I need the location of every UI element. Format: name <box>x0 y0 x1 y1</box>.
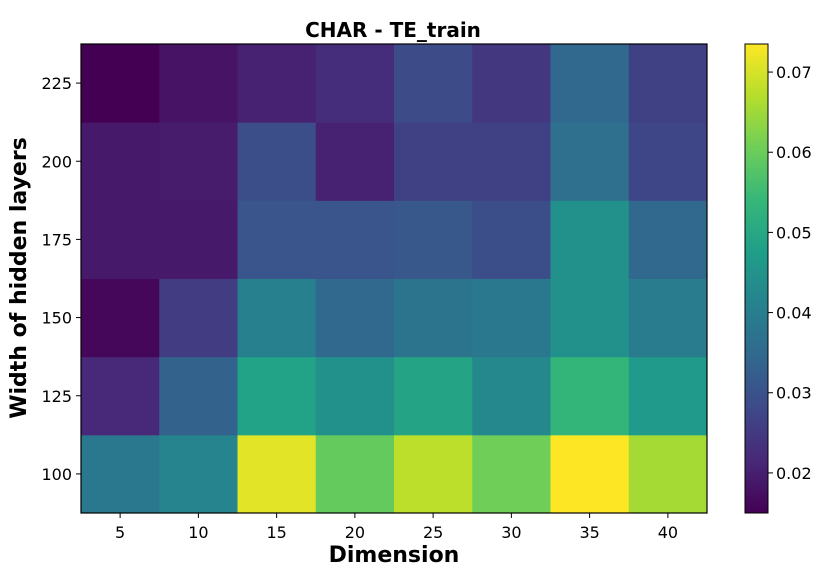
heatmap-cell <box>159 356 238 436</box>
heatmap-cell <box>237 44 317 123</box>
heatmap-cell <box>628 200 708 279</box>
heatmap-cell <box>81 434 160 514</box>
heatmap-cells <box>81 44 708 514</box>
y-tick-label: 150 <box>41 309 72 328</box>
heatmap-cell <box>472 200 551 279</box>
colorbar-tick-label: 0.06 <box>776 143 812 162</box>
x-tick-label: 25 <box>423 523 443 542</box>
heatmap-cell <box>81 44 160 123</box>
heatmap-cell <box>472 44 551 123</box>
y-tick-label: 200 <box>41 152 72 171</box>
x-tick-label: 10 <box>188 523 208 542</box>
x-tick-label: 20 <box>345 523 365 542</box>
colorbar-tick-label: 0.02 <box>776 464 812 483</box>
heatmap-cell <box>81 356 160 436</box>
heatmap-cell <box>237 278 317 358</box>
heatmap-cell <box>315 434 395 514</box>
heatmap-cell <box>628 434 708 514</box>
colorbar-tick-label: 0.04 <box>776 304 812 323</box>
x-tick-label: 15 <box>266 523 286 542</box>
heatmap-cell <box>315 122 395 201</box>
heatmap-cell <box>159 434 238 514</box>
x-tick-label: 5 <box>115 523 125 542</box>
heatmap-cell <box>394 356 473 436</box>
heatmap-cell <box>472 356 551 436</box>
heatmap-cell <box>472 122 551 201</box>
heatmap-cell <box>315 278 395 358</box>
heatmap-cell <box>628 122 708 201</box>
heatmap-cell <box>628 44 708 123</box>
y-tick-label: 125 <box>41 387 72 406</box>
y-axis-label: Width of hidden layers <box>7 137 32 419</box>
y-axis-ticks: 100 125 150 175 200 225 <box>41 74 81 484</box>
heatmap-cell <box>81 278 160 358</box>
x-axis-ticks: 5 10 15 20 25 30 35 40 <box>115 513 678 542</box>
heatmap-cell <box>159 44 238 123</box>
heatmap-cell <box>550 434 630 514</box>
heatmap-cell <box>81 122 160 201</box>
heatmap-cell <box>550 200 630 279</box>
heatmap-cell <box>159 200 238 279</box>
heatmap-cell <box>237 122 317 201</box>
heatmap-cell <box>550 122 630 201</box>
colorbar-tick-label: 0.03 <box>776 384 812 403</box>
x-axis-label: Dimension <box>329 543 460 568</box>
heatmap-cell <box>81 200 160 279</box>
colorbar-tick-label: 0.07 <box>776 63 812 82</box>
heatmap-cell <box>394 44 473 123</box>
heatmap-cell <box>315 44 395 123</box>
heatmap-cell <box>237 434 317 514</box>
heatmap-cell <box>550 356 630 436</box>
heatmap-cell <box>394 278 473 358</box>
x-tick-label: 35 <box>579 523 599 542</box>
heatmap-cell <box>159 278 238 358</box>
colorbar-ticks: 0.02 0.03 0.04 0.05 0.06 0.07 <box>768 63 812 483</box>
heatmap-cell <box>550 44 630 123</box>
heatmap-cell <box>394 434 473 514</box>
heatmap-cell <box>472 434 551 514</box>
plot-frame <box>80 43 708 514</box>
colorbar-tick-label: 0.05 <box>776 223 812 242</box>
y-tick-label: 225 <box>41 74 72 93</box>
heatmap-cell <box>237 356 317 436</box>
x-tick-label: 40 <box>658 523 678 542</box>
heatmap-cell <box>628 278 708 358</box>
heatmap-cell <box>394 200 473 279</box>
heatmap-cell <box>628 356 708 436</box>
y-tick-label: 100 <box>41 465 72 484</box>
chart-title: CHAR - TE_train <box>305 18 481 42</box>
heatmap-cell <box>550 278 630 358</box>
heatmap-cell <box>315 356 395 436</box>
heatmap-cell <box>315 200 395 279</box>
heatmap-cell <box>472 278 551 358</box>
colorbar <box>744 43 769 514</box>
x-tick-label: 30 <box>501 523 521 542</box>
heatmap-cell <box>237 200 317 279</box>
heatmap-cell <box>394 122 473 201</box>
heatmap-cell <box>159 122 238 201</box>
y-tick-label: 175 <box>41 230 72 249</box>
